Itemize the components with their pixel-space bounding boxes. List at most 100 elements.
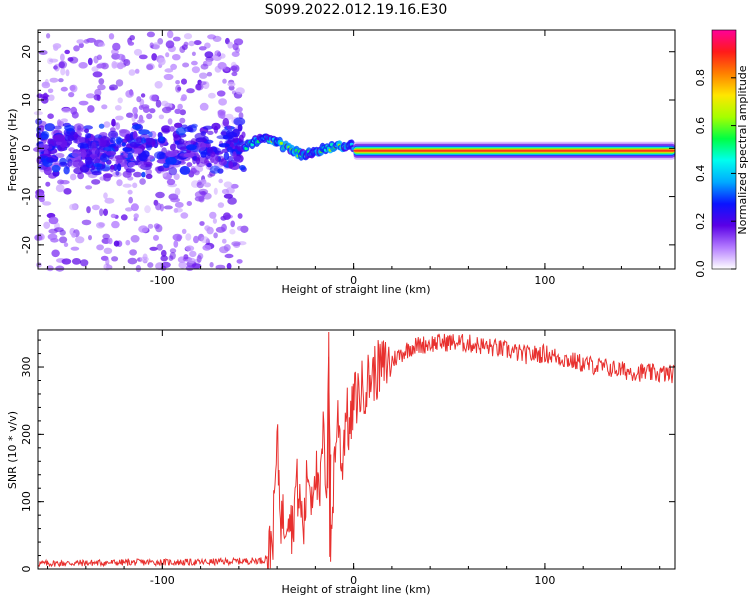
- spectrogram-cell-874: [51, 164, 61, 173]
- spectrogram-cell-245: [36, 262, 42, 268]
- spectrogram-cell-443: [183, 254, 189, 260]
- spectrogram-cell-513: [186, 201, 192, 206]
- spectrogram-cell-398: [59, 180, 70, 185]
- spectrogram-cell-39: [149, 246, 158, 251]
- spectrogram-cell-68: [96, 244, 104, 251]
- spectrogram-cell-506: [52, 43, 62, 49]
- spectrogram-cell-308: [222, 78, 227, 84]
- spectrogram-cell-913: [239, 165, 246, 171]
- spectrogram-cell-326: [218, 98, 228, 106]
- spectrogram-cell-41: [75, 236, 85, 244]
- spectrogram-cell-114: [80, 259, 89, 267]
- spectrogram-cell-497: [125, 90, 134, 98]
- spectrogram-cell-353: [165, 40, 175, 49]
- colorbar-tick-label-1: 0.2: [694, 212, 707, 230]
- spectrogram-cell-254: [223, 193, 233, 199]
- spectrogram-cell-10: [88, 235, 92, 241]
- spectrogram-cell-289: [111, 256, 119, 262]
- spectrogram-cell-160: [47, 113, 54, 119]
- spectrogram-cell-262: [71, 232, 76, 238]
- spectrogram-cell-300: [163, 205, 173, 210]
- spectrogram-cell-141: [193, 40, 202, 46]
- spectrogram-cell-203: [127, 257, 138, 265]
- spectrogram-cell-372: [221, 188, 230, 195]
- spectrogram-cell-278: [122, 183, 132, 188]
- spectrogram-cell-415: [103, 192, 108, 199]
- spectrogram-cell-264: [191, 263, 202, 269]
- spectrogram-cell-425: [129, 35, 135, 41]
- spectrogram-cell-896: [226, 125, 232, 130]
- spectrogram-cell-155: [115, 115, 124, 121]
- spectrogram-cell-482: [167, 30, 174, 39]
- spectrogram-cell-511: [213, 187, 218, 195]
- spectrogram-cell-453: [172, 233, 183, 241]
- spectrogram-cell-859: [141, 171, 146, 178]
- spectrogram-cell-389: [60, 53, 65, 62]
- spectrogram-cell-939: [206, 146, 214, 154]
- spectrogram-cell-322: [60, 86, 68, 92]
- spectrogram-cell-750: [148, 131, 153, 138]
- spectrogram-cell-512: [53, 227, 64, 233]
- snr-panel: -100 0 100 0 100 200 300 Height of straight l…: [6, 329, 676, 596]
- spectrogram-cell-81: [229, 228, 236, 235]
- spectrogram-cell-337: [187, 257, 196, 264]
- spectrogram-cell-824: [132, 124, 142, 130]
- spectrogram-cell-357: [127, 41, 135, 46]
- spectrogram-cell-301: [146, 64, 154, 71]
- spectrogram-cell-258: [61, 107, 71, 113]
- spectrogram-cell-504: [230, 65, 238, 71]
- spectrogram-cell-737: [223, 151, 230, 161]
- spectrogram-cell-417: [230, 220, 235, 228]
- spectrogram-cell-70: [191, 60, 198, 66]
- colorbar-gradient: [711, 29, 737, 270]
- spectrogram-cell-148: [49, 58, 59, 63]
- spectrogram-cell-820: [138, 152, 148, 162]
- spectrogram-cell-587: [98, 123, 105, 129]
- spectrogram-cell-62: [133, 48, 143, 56]
- spectrogram-cell-910: [116, 155, 123, 164]
- spectrogram-cell-462: [87, 57, 93, 66]
- spectrogram-cell-565: [186, 162, 193, 168]
- spectrogram-cell-251: [230, 183, 239, 189]
- spectrogram-cell-320: [152, 42, 161, 50]
- snr-y-tick-label-0: 0: [20, 566, 33, 573]
- spectrogram-cell-133: [58, 78, 64, 83]
- spectrogram-cell-309: [217, 62, 227, 70]
- spectrogram-cell-519: [222, 212, 231, 220]
- spectrogram-cell-374: [128, 69, 136, 76]
- spectrogram-cell-384: [182, 62, 190, 68]
- spectrogram-x-label: Height of straight line (km): [281, 283, 430, 296]
- spectrogram-cell-47: [167, 118, 173, 125]
- spectrogram-cell-145: [162, 172, 167, 177]
- spectrogram-cell-900: [77, 142, 89, 149]
- spectrogram-cell-474: [124, 207, 133, 212]
- spectrogram-cell-80: [199, 72, 208, 79]
- spectrogram-cell-832: [98, 137, 107, 147]
- spectrogram-cell-562: [53, 125, 62, 130]
- spectrogram-cell-215: [61, 258, 72, 265]
- spectrogram-cell-34: [155, 191, 165, 199]
- spectrogram-cell-436: [231, 51, 240, 57]
- spectrogram-cell-202: [97, 84, 106, 91]
- spectrogram-cell-440: [223, 244, 231, 252]
- spectrogram-cell-231: [178, 261, 187, 269]
- spectrogram-cell-818: [72, 159, 84, 168]
- spectrogram-cell-96: [101, 238, 111, 244]
- spectrogram-cell-892: [127, 152, 134, 160]
- spectrogram-cell-683: [113, 163, 118, 172]
- spectrogram-cell-736: [190, 167, 197, 174]
- spectrogram-cell-492: [96, 222, 105, 229]
- spectrogram-cell-328: [217, 109, 226, 116]
- spectrogram-cell-173: [173, 208, 179, 213]
- spectrogram-y-tick-label-3: 10: [20, 93, 33, 107]
- spectrogram-cell-176: [157, 38, 164, 45]
- spectrogram-cell-772: [121, 142, 127, 147]
- spectrogram-cell-229: [179, 109, 186, 116]
- spectrogram-cell-510: [131, 114, 136, 122]
- spectrogram-cell-86: [98, 78, 105, 85]
- spectrogram-cell-184: [126, 112, 134, 118]
- spectrogram-cell-920: [85, 156, 93, 165]
- colorbar-label: Normalized spectral amplitude: [736, 65, 749, 234]
- spectrogram-cell-4: [91, 179, 101, 185]
- spectrogram-cell-298: [227, 41, 234, 49]
